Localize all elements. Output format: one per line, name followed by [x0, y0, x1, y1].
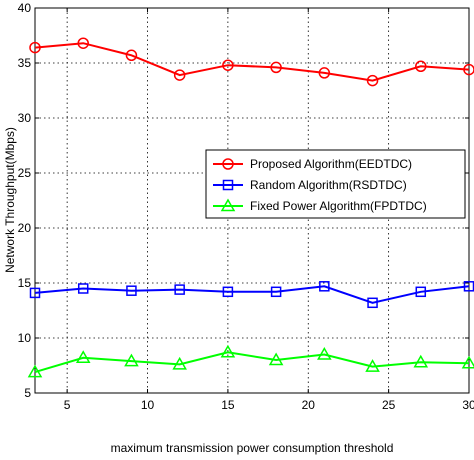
legend-item: Fixed Power Algorithm(FPDTDC) [213, 198, 427, 213]
y-tick-label: 10 [18, 331, 32, 345]
x-tick-label: 5 [64, 398, 71, 412]
data-point-triangle [75, 350, 91, 364]
data-point-circle [77, 37, 89, 49]
series-layer [27, 37, 474, 378]
legend: Proposed Algorithm(EEDTDC) Random Algorit… [205, 149, 466, 219]
data-point-triangle [317, 346, 332, 360]
data-point-square [174, 284, 185, 295]
y-tick-label: 25 [18, 166, 32, 180]
data-point-triangle [124, 353, 139, 367]
legend-label: Proposed Algorithm(EEDTDC) [250, 157, 412, 171]
data-point-circle [29, 41, 41, 54]
data-point-circle [270, 61, 282, 74]
data-point-square [270, 286, 282, 298]
legend-label: Fixed Power Algorithm(FPDTDC) [250, 199, 427, 213]
data-point-circle [125, 49, 138, 62]
data-point-triangle [27, 364, 43, 378]
plot-frame [34, 7, 470, 394]
legend-label: Random Algorithm(RSDTDC) [250, 178, 407, 192]
data-point-square [222, 179, 234, 191]
y-tick-label: 30 [18, 111, 32, 125]
data-point-triangle [220, 198, 236, 212]
series-line [34, 42, 470, 82]
data-point-circle [318, 67, 331, 79]
x-axis: 5 10 15 20 25 30 [64, 8, 474, 412]
legend-item: Proposed Algorithm(EEDTDC) [213, 157, 412, 171]
data-point-square [415, 286, 427, 298]
x-axis-label: maximum transmission power consumption t… [111, 441, 394, 455]
series-2 [29, 281, 474, 309]
data-point-triangle [413, 354, 429, 368]
y-tick-label: 20 [18, 221, 32, 235]
y-tick-label: 5 [24, 386, 31, 400]
series-1 [29, 37, 474, 87]
y-tick-label: 35 [18, 56, 32, 70]
legend-box [205, 149, 466, 219]
y-tick-label: 15 [18, 276, 32, 290]
series-3 [27, 344, 474, 378]
x-tick-label: 25 [382, 398, 396, 412]
data-point-circle [463, 63, 474, 76]
data-point-square [29, 287, 41, 299]
y-axis: 5 10 15 20 25 30 35 40 [18, 1, 469, 400]
x-tick-label: 30 [462, 398, 474, 412]
data-point-square [126, 285, 137, 296]
x-tick-label: 15 [221, 398, 235, 412]
x-tick-label: 10 [141, 398, 155, 412]
data-point-triangle [220, 344, 236, 358]
data-point-triangle [461, 355, 474, 369]
data-point-circle [415, 60, 427, 73]
series-line [34, 285, 470, 304]
data-point-circle [173, 69, 186, 81]
legend-item: Random Algorithm(RSDTDC) [213, 178, 407, 192]
x-tick-label: 20 [302, 398, 316, 412]
series-line [34, 351, 470, 374]
data-point-triangle [365, 359, 380, 372]
y-tick-label: 40 [18, 1, 32, 15]
data-point-circle [222, 59, 234, 71]
data-point-square [77, 283, 89, 294]
data-point-triangle [268, 352, 284, 366]
data-point-square [367, 297, 378, 309]
data-point-square [319, 281, 330, 292]
data-point-triangle [172, 356, 187, 370]
data-point-circle [222, 158, 234, 170]
y-axis-label: Network Throughput(Mbps) [3, 127, 17, 273]
data-point-square [222, 286, 234, 298]
data-point-circle [366, 74, 379, 87]
